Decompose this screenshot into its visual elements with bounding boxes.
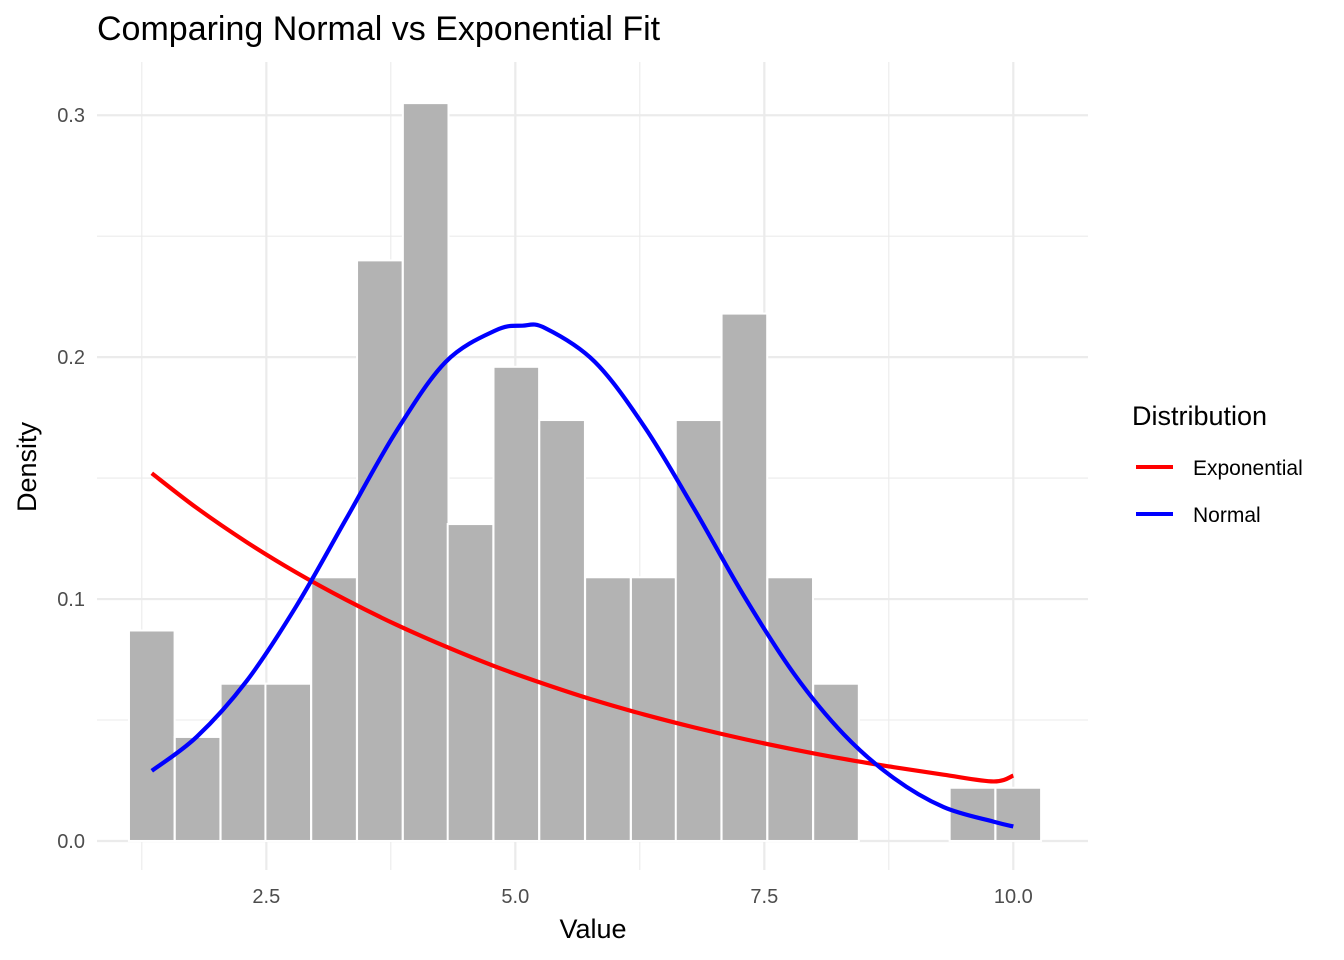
histogram-bar: [720, 312, 769, 842]
histogram-bar: [674, 419, 723, 842]
y-tick-label: 0.3: [57, 105, 85, 127]
fit-curves: [150, 322, 1015, 829]
y-tick-label: 0.2: [57, 347, 85, 369]
curve-exponential: [150, 471, 1015, 784]
histogram-bar: [629, 576, 678, 842]
legend: Distribution Exponential Normal: [1132, 401, 1303, 527]
x-tick-label: 5.0: [501, 886, 529, 908]
histogram-bar: [127, 629, 176, 842]
histogram-bar: [356, 259, 404, 842]
histogram-bars: [127, 102, 1043, 842]
x-tick-label: 2.5: [252, 886, 280, 908]
legend-title: Distribution: [1132, 401, 1267, 431]
histogram-bar: [173, 735, 222, 842]
histogram-bar: [766, 576, 815, 842]
y-tick-label: 0.0: [57, 831, 85, 853]
histogram-bar: [492, 365, 541, 842]
histogram-bar: [994, 786, 1043, 842]
y-axis-title: Density: [12, 421, 42, 512]
curve-normal: [150, 322, 1014, 829]
legend-label-normal: Normal: [1193, 504, 1261, 527]
y-tick-label: 0.1: [57, 589, 85, 611]
legend-label-exponential: Exponential: [1193, 457, 1303, 480]
x-axis-title: Value: [559, 914, 626, 944]
histogram-bar: [264, 682, 313, 842]
x-tick-label: 7.5: [750, 886, 778, 908]
histogram-bar: [538, 419, 586, 842]
chart-title: Comparing Normal vs Exponential Fit: [97, 10, 661, 48]
x-tick-label: 10.0: [994, 886, 1033, 908]
y-axis-ticks: 0.0 0.1 0.2 0.3: [57, 105, 85, 853]
x-axis-ticks: 2.5 5.0 7.5 10.0: [252, 886, 1032, 908]
histogram-bar: [446, 523, 495, 842]
histogram-bar: [219, 682, 268, 842]
histogram-bar: [310, 576, 358, 842]
histogram-bar: [401, 102, 450, 842]
